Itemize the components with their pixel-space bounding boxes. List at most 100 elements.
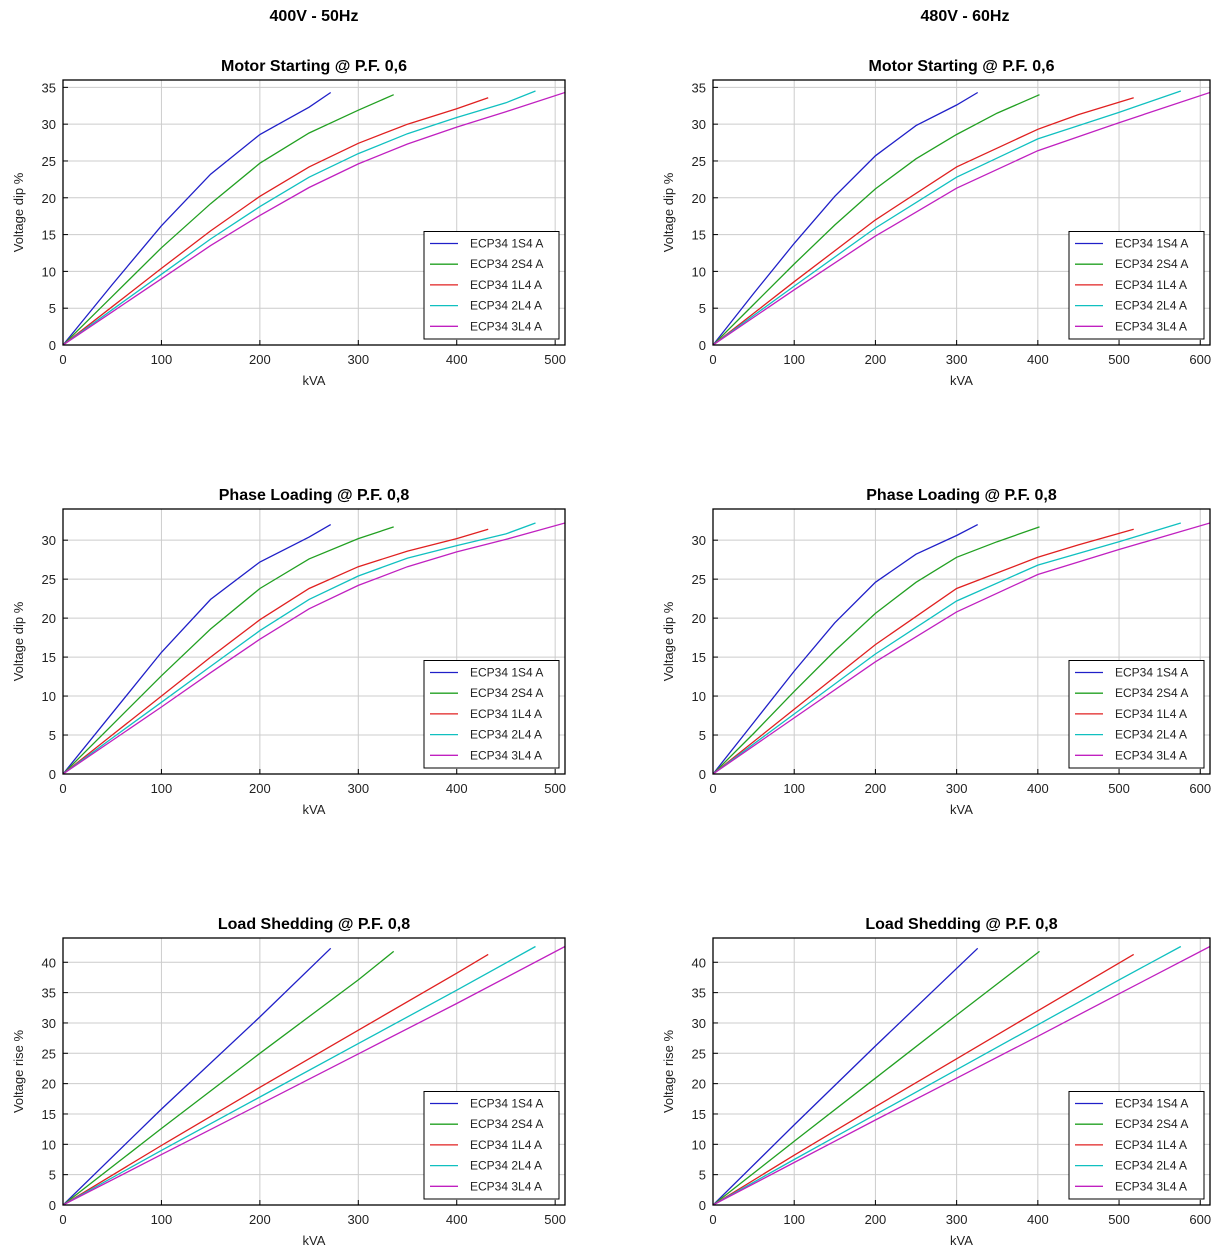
y-tick-label: 30 — [692, 1016, 706, 1031]
x-tick-label: 600 — [1189, 781, 1211, 796]
y-tick-label: 25 — [692, 1046, 706, 1061]
chart-title: Load Shedding @ P.F. 0,8 — [865, 916, 1057, 933]
chart-motor-starting-60hz: Motor Starting @ P.F. 0,60 100 200 300 400 50… — [661, 58, 1211, 388]
x-tick-label: 200 — [865, 352, 887, 367]
x-tick-label: 300 — [946, 781, 968, 796]
y-tick-label: 15 — [692, 228, 706, 243]
legend-label: ECP34 3L4 A — [1115, 748, 1187, 762]
y-tick-label: 5 — [49, 301, 56, 316]
legend-label: ECP34 2S4 A — [1115, 686, 1188, 700]
x-tick-label: 0 — [709, 352, 716, 367]
y-tick-label: 5 — [699, 1168, 706, 1183]
legend-label: ECP34 1L4 A — [1115, 1138, 1187, 1152]
x-tick-label: 200 — [249, 781, 271, 796]
chart-load-shedding-60hz: Load Shedding @ P.F. 0,80 100 200 300 400 500… — [661, 916, 1211, 1248]
legend-label: ECP34 1S4 A — [470, 237, 543, 251]
chart-load-shedding-50hz: Load Shedding @ P.F. 0,80 100 200 300 400 500… — [11, 916, 566, 1248]
x-tick-label: 400 — [446, 1212, 468, 1227]
x-tick-label: 200 — [249, 352, 271, 367]
y-axis-label: Voltage dip % — [661, 601, 676, 681]
y-tick-label: 15 — [42, 228, 56, 243]
legend-label: ECP34 1L4 A — [470, 278, 542, 292]
series-line-2 — [713, 94, 1040, 345]
x-tick-label: 300 — [347, 352, 369, 367]
y-tick-label: 10 — [692, 264, 706, 279]
y-tick-label: 25 — [42, 154, 56, 169]
y-tick-label: 30 — [692, 533, 706, 548]
series-line-1 — [713, 524, 978, 774]
y-tick-label: 25 — [42, 1046, 56, 1061]
series-line-3 — [63, 97, 489, 345]
x-tick-label: 0 — [59, 781, 66, 796]
series-line-2 — [63, 950, 395, 1205]
legend-label: ECP34 2S4 A — [1115, 257, 1188, 271]
series-line-3 — [713, 97, 1134, 345]
y-tick-label: 20 — [692, 611, 706, 626]
y-tick-label: 5 — [49, 1168, 56, 1183]
series-line-5 — [713, 522, 1210, 774]
y-axis-label: Voltage dip % — [11, 601, 26, 681]
x-axis-label: kVA — [303, 802, 326, 817]
x-axis-label: kVA — [950, 1233, 973, 1248]
chart-motor-starting-50hz: Motor Starting @ P.F. 0,6 0 100 200 300 400 5 0… — [11, 58, 566, 388]
x-tick-label: 100 — [151, 352, 173, 367]
legend-label: ECP34 2L4 A — [470, 299, 542, 313]
x-tick-label: 400 — [1027, 781, 1049, 796]
y-tick-label: 10 — [692, 689, 706, 704]
legend-label: ECP34 2L4 A — [470, 1159, 542, 1173]
y-tick-label: 35 — [692, 986, 706, 1001]
x-axis-label: kVA — [303, 1233, 326, 1248]
legend-label: ECP34 2L4 A — [470, 728, 542, 742]
y-tick-label: 25 — [42, 572, 56, 587]
x-axis-label: kVA — [303, 373, 326, 388]
y-tick-label: 0 — [49, 338, 56, 353]
y-tick-label: 20 — [42, 191, 56, 206]
x-tick-label: 100 — [783, 781, 805, 796]
y-tick-label: 40 — [692, 955, 706, 970]
column-header-left: 400V - 50Hz — [269, 8, 359, 25]
x-tick-label: 100 — [151, 781, 173, 796]
y-tick-label: 35 — [42, 80, 56, 95]
chart-title: Motor Starting @ P.F. 0,6 — [221, 58, 407, 75]
legend-label: ECP34 1S4 A — [1115, 1097, 1188, 1111]
series-line-3 — [713, 953, 1135, 1205]
legend-label: ECP34 1L4 A — [470, 707, 542, 721]
series-line-1 — [713, 91, 979, 345]
x-tick-label: 100 — [783, 352, 805, 367]
plot-frame — [712, 937, 1211, 1206]
y-tick-label: 0 — [49, 767, 56, 782]
legend-box — [1068, 1091, 1205, 1200]
x-tick-label: 400 — [1027, 1212, 1049, 1227]
x-tick-label: 500 — [1108, 352, 1130, 367]
x-tick-label: 400 — [446, 352, 468, 367]
x-tick-label: 300 — [946, 1212, 968, 1227]
y-tick-label: 0 — [699, 338, 706, 353]
y-tick-label: 5 — [699, 301, 706, 316]
legend-label: ECP34 3L4 A — [1115, 319, 1187, 333]
x-tick-label: 100 — [783, 1212, 805, 1227]
y-tick-label: 5 — [699, 728, 706, 743]
legend-label: ECP34 3L4 A — [1115, 1179, 1187, 1193]
series-line-5 — [63, 945, 565, 1205]
x-tick-label: 0 — [59, 352, 66, 367]
series-line-5 — [63, 91, 565, 345]
series-line-4 — [713, 945, 1182, 1205]
x-tick-label: 300 — [946, 352, 968, 367]
legend-label: ECP34 1S4 A — [1115, 666, 1188, 680]
y-tick-label: 10 — [42, 264, 56, 279]
legend-label: ECP34 2L4 A — [1115, 1159, 1187, 1173]
series-line-5 — [713, 91, 1210, 345]
y-tick-label: 10 — [692, 1137, 706, 1152]
y-tick-label: 30 — [42, 533, 56, 548]
x-tick-label: 300 — [347, 781, 369, 796]
legend-label: ECP34 1S4 A — [1115, 237, 1188, 251]
series-line-4 — [713, 522, 1181, 774]
plot-frame — [712, 79, 1211, 346]
series-line-1 — [63, 947, 332, 1205]
legend: ECP34 1S4 A ECP34 2S4 A ECP34 1L4 A ECP34 2… — [1068, 660, 1205, 769]
y-tick-label: 5 — [49, 728, 56, 743]
y-axis-label: Voltage dip % — [661, 172, 676, 252]
y-tick-label: 10 — [42, 689, 56, 704]
chart-title: Load Shedding @ P.F. 0,8 — [218, 916, 410, 933]
legend-label: ECP34 2L4 A — [1115, 299, 1187, 313]
